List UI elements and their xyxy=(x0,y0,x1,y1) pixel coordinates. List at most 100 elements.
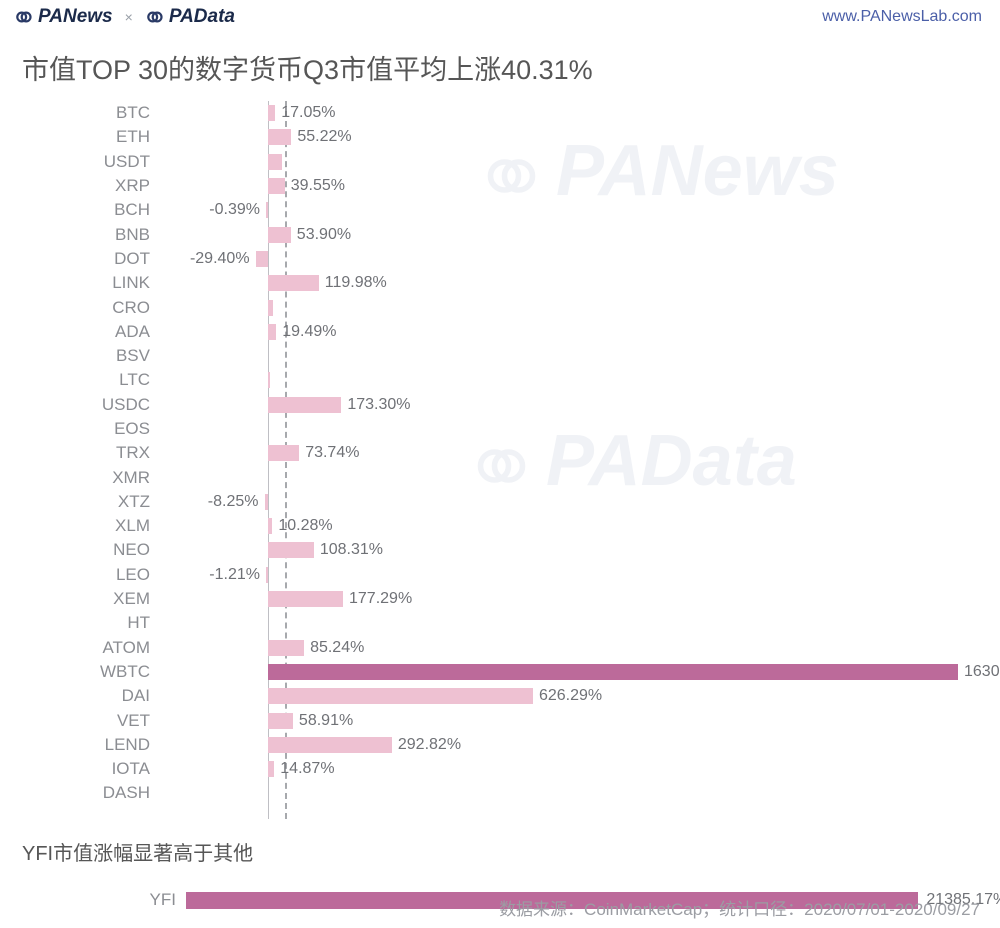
bar xyxy=(268,324,276,340)
bar-row: LTC xyxy=(18,368,982,392)
data-source-footer: 数据来源：CoinMarketCap；统计口径：2020/07/01-2020/… xyxy=(499,895,980,920)
bar-row: XTZ-8.25% xyxy=(18,490,982,514)
bar-row: BTC17.05% xyxy=(18,101,982,125)
bar-row: ETH 55.22% xyxy=(18,125,982,149)
category-label: NEO xyxy=(18,540,160,560)
category-label: ATOM xyxy=(18,638,160,658)
bar-track: 17.05% xyxy=(160,101,982,125)
bar-row: IOTA 14.87% xyxy=(18,757,982,781)
bar-row: VET58.91% xyxy=(18,708,982,732)
category-label: LEND xyxy=(18,735,160,755)
value-label: -1.21% xyxy=(209,566,260,584)
bar-track: 177.29% xyxy=(160,587,982,611)
value-label: 10.28% xyxy=(278,517,332,535)
bar-row: NEO 108.31% xyxy=(18,538,982,562)
category-label: LEO xyxy=(18,565,160,585)
bar-row: LEND 292.82% xyxy=(18,733,982,757)
bar-track: 55.22% xyxy=(160,125,982,149)
category-label: XEM xyxy=(18,589,160,609)
bar-track xyxy=(160,150,982,174)
bar xyxy=(266,567,268,583)
category-label: WBTC xyxy=(18,662,160,682)
value-label: 14.87% xyxy=(280,760,334,778)
bar-track xyxy=(160,295,982,319)
bar xyxy=(268,664,958,680)
bar xyxy=(268,640,304,656)
bar-track: -0.39% xyxy=(160,198,982,222)
logo-panews: PANews xyxy=(14,6,113,28)
bar-row: DOT-29.40% xyxy=(18,247,982,271)
bar-track: 53.90% xyxy=(160,222,982,246)
bar-track: -1.21% xyxy=(160,563,982,587)
bar-track: 19.49% xyxy=(160,320,982,344)
bar-track: 626.29% xyxy=(160,684,982,708)
bar-row: XMR xyxy=(18,465,982,489)
category-label: XMR xyxy=(18,468,160,488)
bar xyxy=(268,737,392,753)
bar xyxy=(268,542,314,558)
value-label: 58.91% xyxy=(299,712,353,730)
bar xyxy=(268,105,275,121)
category-label: DOT xyxy=(18,249,160,269)
category-label: TRX xyxy=(18,443,160,463)
category-label: HT xyxy=(18,613,160,633)
category-label: LTC xyxy=(18,370,160,390)
bar-row: XLM10.28% xyxy=(18,514,982,538)
bar-row: EOS xyxy=(18,417,982,441)
value-label: -8.25% xyxy=(208,493,259,511)
bar-track: 73.74% xyxy=(160,441,982,465)
bar-track xyxy=(160,781,982,805)
logo-separator: × xyxy=(125,9,133,25)
category-label: BNB xyxy=(18,225,160,245)
category-label: BCH xyxy=(18,200,160,220)
value-label: 55.22% xyxy=(297,128,351,146)
bar-row: BNB53.90% xyxy=(18,222,982,246)
bar xyxy=(268,227,291,243)
bar-row: DASH xyxy=(18,781,982,805)
logo-padata: PAData xyxy=(145,6,235,28)
bar-track: 292.82% xyxy=(160,733,982,757)
bar-row: WBTC1630.88% xyxy=(18,660,982,684)
bar xyxy=(265,494,268,510)
bar-row: USDT xyxy=(18,150,982,174)
bar-row: BSV xyxy=(18,344,982,368)
source-url: www.PANewsLab.com xyxy=(822,8,982,26)
category-label: EOS xyxy=(18,419,160,439)
value-label: 108.31% xyxy=(320,541,383,559)
bar-track: 1630.88% xyxy=(160,660,982,684)
value-label: 173.30% xyxy=(347,396,410,414)
bar-row: LEO -1.21% xyxy=(18,563,982,587)
bar xyxy=(268,372,270,388)
bar-track: -8.25% xyxy=(160,490,982,514)
bar xyxy=(268,154,282,170)
value-label: 39.55% xyxy=(291,177,345,195)
bar-track: 58.91% xyxy=(160,708,982,732)
yfi-label: YFI xyxy=(18,890,186,910)
category-label: USDT xyxy=(18,152,160,172)
bar-track xyxy=(160,344,982,368)
bar-track xyxy=(160,611,982,635)
value-label: 177.29% xyxy=(349,590,412,608)
bar-track: -29.40% xyxy=(160,247,982,271)
bar xyxy=(268,713,293,729)
bar-track: 119.98% xyxy=(160,271,982,295)
bar-track: 10.28% xyxy=(160,514,982,538)
bar-row: LINK119.98% xyxy=(18,271,982,295)
category-label: USDC xyxy=(18,395,160,415)
category-label: DAI xyxy=(18,686,160,706)
chart-title: 市值TOP 30的数字货币Q3市值平均上涨40.31% xyxy=(0,34,1000,95)
bar-track xyxy=(160,465,982,489)
bar xyxy=(256,251,268,267)
bar-track xyxy=(160,368,982,392)
value-label: 1630.88% xyxy=(964,663,1000,681)
bar-row: TRX73.74% xyxy=(18,441,982,465)
bar-row: XEM 177.29% xyxy=(18,587,982,611)
category-label: IOTA xyxy=(18,759,160,779)
category-label: ETH xyxy=(18,127,160,147)
category-label: BSV xyxy=(18,346,160,366)
bar-row: ATOM85.24% xyxy=(18,636,982,660)
bar-track xyxy=(160,417,982,441)
bar-row: CRO xyxy=(18,295,982,319)
value-label: 292.82% xyxy=(398,736,461,754)
bar xyxy=(268,445,299,461)
